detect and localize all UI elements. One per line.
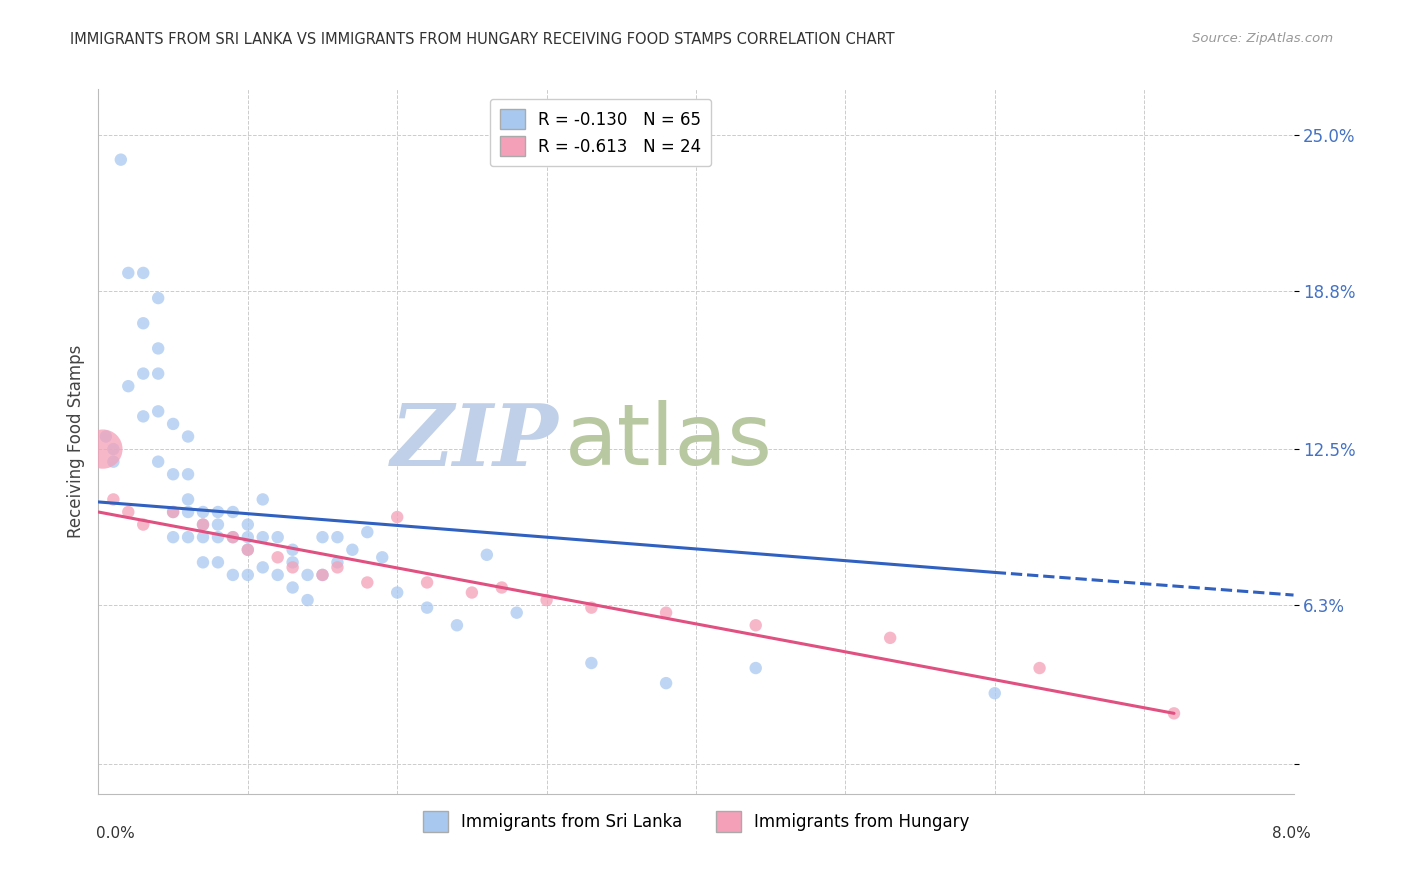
Point — [132, 409, 155, 424]
Y-axis label: Receiving Food Stamps: Receiving Food Stamps — [66, 345, 84, 538]
Point — [581, 600, 603, 615]
Point — [326, 560, 349, 574]
Point — [491, 581, 513, 595]
Point — [103, 442, 125, 456]
Point — [191, 505, 214, 519]
Point — [416, 600, 439, 615]
Point — [191, 555, 214, 569]
Point — [177, 505, 200, 519]
Point — [148, 455, 170, 469]
Point — [191, 530, 214, 544]
Point — [297, 593, 319, 607]
Point — [281, 542, 304, 557]
Point — [207, 555, 229, 569]
Point — [297, 568, 319, 582]
Point — [446, 618, 468, 632]
Point — [94, 429, 117, 443]
Point — [236, 530, 259, 544]
Point — [745, 661, 768, 675]
Point — [281, 555, 304, 569]
Point — [281, 581, 304, 595]
Point — [655, 676, 678, 690]
Point — [177, 530, 200, 544]
Point — [110, 153, 132, 167]
Point — [536, 593, 558, 607]
Text: ZIP: ZIP — [391, 400, 558, 483]
Point — [207, 505, 229, 519]
Point — [252, 492, 274, 507]
Point — [207, 517, 229, 532]
Point — [475, 548, 498, 562]
Point — [132, 316, 155, 330]
Point — [311, 568, 333, 582]
Point — [236, 542, 259, 557]
Point — [162, 467, 184, 482]
Point — [222, 530, 245, 544]
Point — [356, 525, 378, 540]
Point — [416, 575, 439, 590]
Point — [162, 505, 184, 519]
Point — [177, 429, 200, 443]
Point — [581, 656, 603, 670]
Point — [132, 266, 155, 280]
Point — [385, 585, 409, 599]
Point — [252, 560, 274, 574]
Point — [148, 342, 170, 356]
Point — [385, 510, 409, 524]
Point — [222, 530, 245, 544]
Point — [132, 367, 155, 381]
Point — [311, 568, 333, 582]
Point — [236, 517, 259, 532]
Point — [103, 455, 125, 469]
Point — [117, 379, 139, 393]
Point — [984, 686, 1007, 700]
Text: atlas: atlas — [565, 400, 772, 483]
Point — [267, 530, 290, 544]
Text: Source: ZipAtlas.com: Source: ZipAtlas.com — [1192, 32, 1333, 45]
Point — [1163, 706, 1185, 721]
Point — [162, 417, 184, 431]
Point — [148, 367, 170, 381]
Point — [207, 530, 229, 544]
Point — [191, 517, 214, 532]
Point — [148, 404, 170, 418]
Point — [117, 266, 139, 280]
Legend: Immigrants from Sri Lanka, Immigrants from Hungary: Immigrants from Sri Lanka, Immigrants fr… — [416, 805, 976, 838]
Text: 8.0%: 8.0% — [1271, 827, 1310, 841]
Point — [162, 530, 184, 544]
Point — [326, 555, 349, 569]
Point — [267, 568, 290, 582]
Point — [461, 585, 484, 599]
Point — [356, 575, 378, 590]
Point — [148, 291, 170, 305]
Point — [222, 505, 245, 519]
Point — [311, 530, 333, 544]
Point — [252, 530, 274, 544]
Point — [745, 618, 768, 632]
Point — [655, 606, 678, 620]
Point — [103, 492, 125, 507]
Point — [506, 606, 529, 620]
Point — [879, 631, 901, 645]
Text: IMMIGRANTS FROM SRI LANKA VS IMMIGRANTS FROM HUNGARY RECEIVING FOOD STAMPS CORRE: IMMIGRANTS FROM SRI LANKA VS IMMIGRANTS … — [70, 32, 896, 47]
Point — [342, 542, 364, 557]
Point — [1028, 661, 1050, 675]
Point — [162, 505, 184, 519]
Point — [177, 467, 200, 482]
Point — [236, 568, 259, 582]
Point — [222, 568, 245, 582]
Point — [132, 517, 155, 532]
Point — [326, 530, 349, 544]
Text: 0.0%: 0.0% — [96, 827, 135, 841]
Point — [191, 517, 214, 532]
Point — [91, 442, 114, 456]
Point — [117, 505, 139, 519]
Point — [371, 550, 394, 565]
Point — [177, 492, 200, 507]
Point — [236, 542, 259, 557]
Point — [267, 550, 290, 565]
Point — [281, 560, 304, 574]
